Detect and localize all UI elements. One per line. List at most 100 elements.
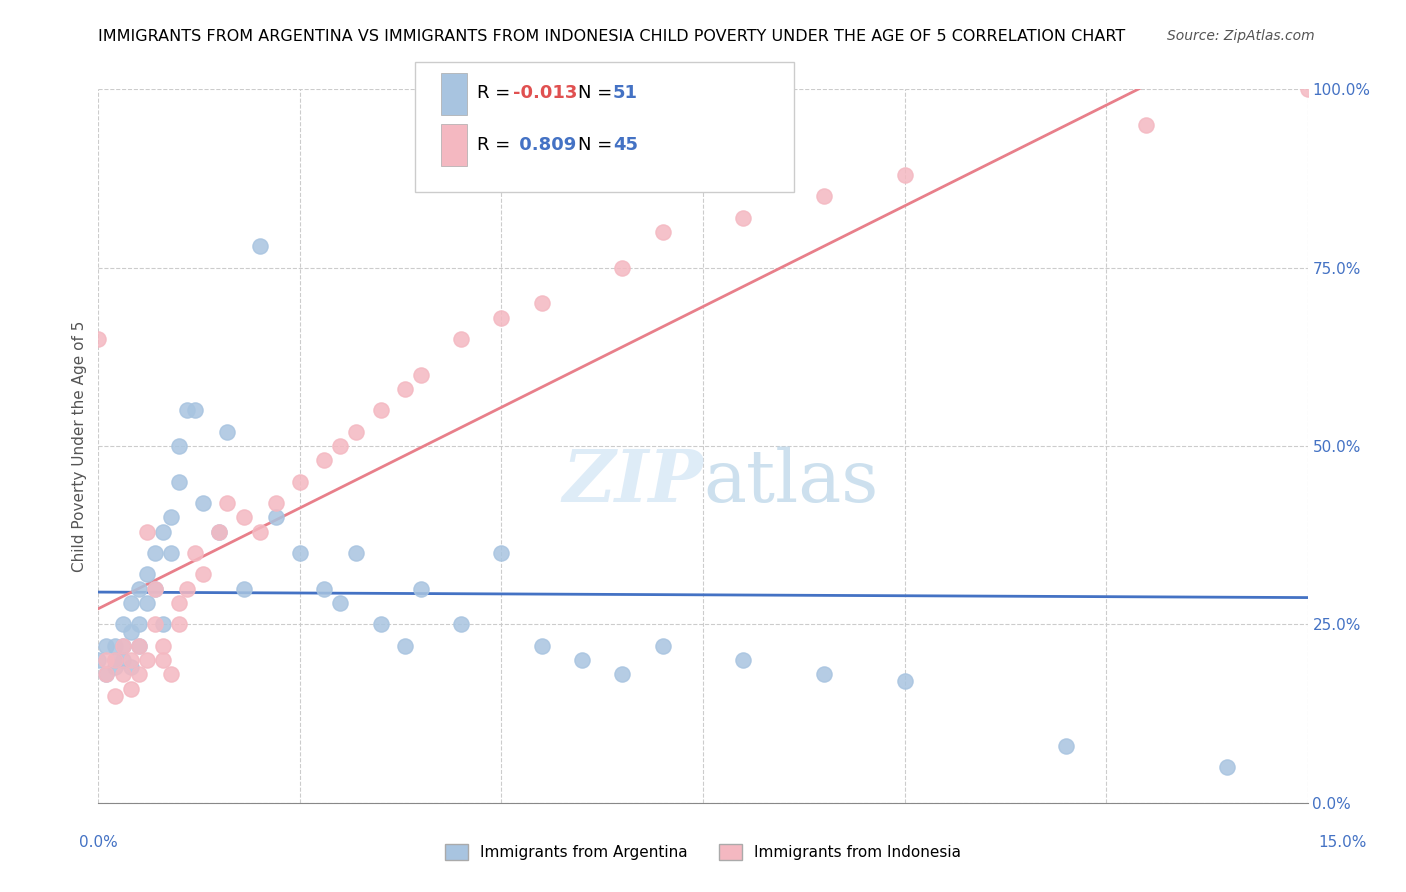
Point: [344, 546, 367, 560]
Text: 0.0%: 0.0%: [79, 836, 118, 850]
Point: [111, 617, 134, 632]
Point: [120, 596, 142, 610]
Point: [184, 403, 207, 417]
Point: [135, 524, 157, 539]
Point: [103, 660, 125, 674]
Point: [103, 639, 125, 653]
Point: [103, 653, 125, 667]
Point: [193, 567, 215, 582]
Y-axis label: Child Poverty Under the Age of 5: Child Poverty Under the Age of 5: [72, 320, 87, 572]
Point: [651, 225, 673, 239]
Point: [111, 667, 134, 681]
Point: [344, 425, 367, 439]
Legend: Immigrants from Argentina, Immigrants from Indonesia: Immigrants from Argentina, Immigrants fr…: [439, 838, 967, 866]
Point: [167, 475, 190, 489]
Point: [1216, 760, 1239, 774]
Point: [111, 639, 134, 653]
Point: [152, 617, 174, 632]
Point: [143, 546, 166, 560]
Point: [128, 617, 150, 632]
Point: [120, 660, 142, 674]
Point: [491, 310, 513, 325]
Point: [167, 596, 190, 610]
Text: 51: 51: [613, 84, 638, 103]
Point: [232, 510, 254, 524]
Point: [120, 624, 142, 639]
Point: [111, 639, 134, 653]
Point: [87, 653, 110, 667]
Point: [314, 582, 336, 596]
Point: [160, 510, 183, 524]
Text: 0.809: 0.809: [513, 136, 576, 153]
Point: [128, 667, 150, 681]
Point: [152, 639, 174, 653]
Point: [370, 617, 392, 632]
Text: R =: R =: [477, 84, 516, 103]
Text: Source: ZipAtlas.com: Source: ZipAtlas.com: [1167, 29, 1315, 43]
Text: N =: N =: [578, 136, 617, 153]
Point: [135, 596, 157, 610]
Point: [264, 496, 287, 510]
Point: [135, 653, 157, 667]
Point: [103, 653, 125, 667]
Point: [530, 296, 553, 310]
Point: [96, 667, 118, 681]
Text: N =: N =: [578, 84, 617, 103]
Point: [87, 332, 110, 346]
Point: [370, 403, 392, 417]
Point: [1135, 118, 1157, 132]
Point: [208, 524, 231, 539]
Point: [143, 582, 166, 596]
Point: [612, 260, 634, 275]
Point: [111, 653, 134, 667]
Point: [893, 674, 915, 689]
Text: -0.013: -0.013: [513, 84, 578, 103]
Text: 45: 45: [613, 136, 638, 153]
Point: [217, 496, 239, 510]
Point: [733, 653, 755, 667]
Point: [167, 439, 190, 453]
Point: [249, 524, 271, 539]
Point: [893, 168, 915, 182]
Point: [329, 439, 352, 453]
Point: [651, 639, 673, 653]
Point: [394, 382, 416, 396]
Point: [143, 582, 166, 596]
Point: [813, 667, 835, 681]
Point: [530, 639, 553, 653]
Text: atlas: atlas: [703, 446, 879, 517]
Point: [1054, 739, 1077, 753]
Point: [264, 510, 287, 524]
Point: [128, 639, 150, 653]
Point: [120, 681, 142, 696]
Point: [571, 653, 593, 667]
Point: [288, 546, 311, 560]
Point: [135, 567, 157, 582]
Text: R =: R =: [477, 136, 516, 153]
Text: ZIP: ZIP: [562, 446, 703, 517]
Point: [160, 546, 183, 560]
Point: [612, 667, 634, 681]
Point: [733, 211, 755, 225]
Point: [232, 582, 254, 596]
Point: [96, 639, 118, 653]
Point: [152, 653, 174, 667]
Point: [409, 368, 432, 382]
Point: [96, 667, 118, 681]
Point: [176, 403, 198, 417]
Text: 15.0%: 15.0%: [1319, 836, 1367, 850]
Point: [329, 596, 352, 610]
Point: [450, 617, 472, 632]
Point: [184, 546, 207, 560]
Point: [152, 524, 174, 539]
Point: [128, 639, 150, 653]
Point: [249, 239, 271, 253]
Point: [409, 582, 432, 596]
Point: [96, 653, 118, 667]
Point: [120, 653, 142, 667]
Point: [314, 453, 336, 467]
Point: [160, 667, 183, 681]
Point: [128, 582, 150, 596]
Point: [103, 689, 125, 703]
Point: [176, 582, 198, 596]
